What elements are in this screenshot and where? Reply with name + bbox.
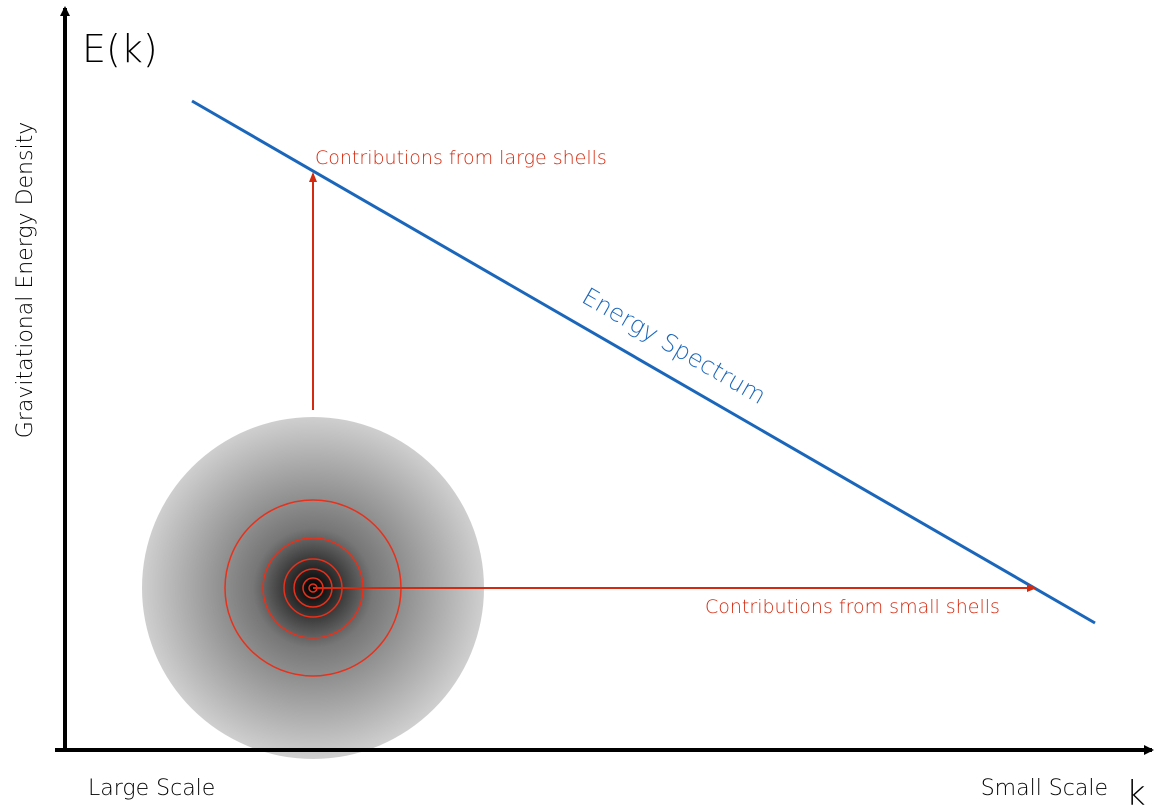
energy-spectrum-line <box>191 99 1096 625</box>
x-label: k <box>1126 774 1146 810</box>
y-title: Gravitational Energy Density <box>13 122 38 438</box>
spectrum-label: Energy Spectrum <box>577 282 770 410</box>
y-label: E(k) <box>82 27 158 71</box>
small-shells-label: Contributions from small shells <box>705 596 1000 618</box>
large-shells-label: Contributions from large shells <box>315 147 607 169</box>
x-left-label: Large Scale <box>88 776 215 801</box>
x-right-label: Small Scale <box>981 776 1108 801</box>
